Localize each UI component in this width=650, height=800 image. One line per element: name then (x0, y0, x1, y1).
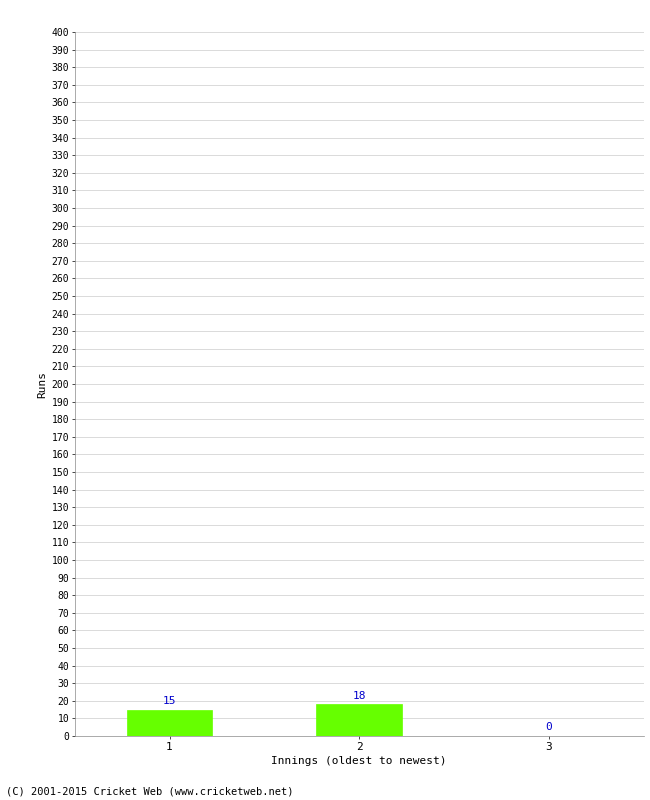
Bar (317, 704, 402, 736)
Text: (C) 2001-2015 Cricket Web (www.cricketweb.net): (C) 2001-2015 Cricket Web (www.cricketwe… (6, 786, 294, 796)
Y-axis label: Runs: Runs (38, 370, 47, 398)
Bar (127, 710, 212, 736)
Text: 15: 15 (162, 696, 176, 706)
X-axis label: Innings (oldest to newest): Innings (oldest to newest) (272, 756, 447, 766)
Text: 0: 0 (545, 722, 552, 733)
Text: 18: 18 (352, 690, 366, 701)
